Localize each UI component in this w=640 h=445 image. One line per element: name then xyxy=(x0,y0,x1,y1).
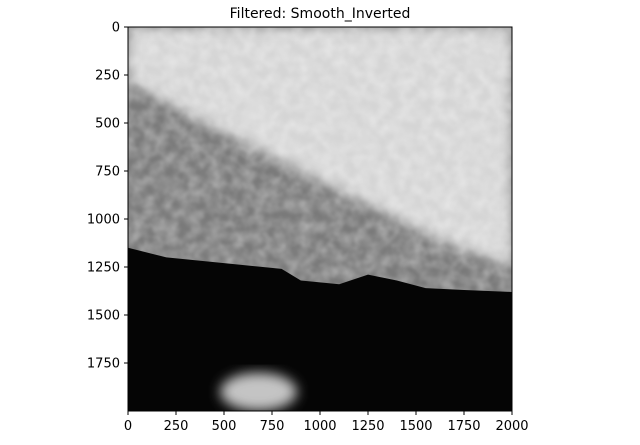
y-tick-label: 1250 xyxy=(87,261,120,276)
x-axis: 0 250 500 750 1000 1250 1500 1750 2000 xyxy=(124,411,529,434)
x-tick-label: 500 xyxy=(212,419,237,434)
y-tick-label: 1500 xyxy=(87,309,120,324)
bottom-bright-blob xyxy=(220,372,297,411)
y-tick-label: 500 xyxy=(95,117,120,132)
chart-title: Filtered: Smooth_Inverted xyxy=(230,6,411,22)
y-axis: 0 250 500 750 1000 1250 1500 1750 xyxy=(87,21,128,372)
y-tick-label: 250 xyxy=(95,69,120,84)
x-tick-label: 1250 xyxy=(351,419,384,434)
x-tick-label: 0 xyxy=(124,419,132,434)
x-tick-label: 2000 xyxy=(495,419,528,434)
y-tick-label: 1000 xyxy=(87,213,120,228)
x-tick-label: 250 xyxy=(164,419,189,434)
dark-region xyxy=(128,247,512,411)
x-tick-label: 750 xyxy=(260,419,285,434)
x-tick-label: 1750 xyxy=(447,419,480,434)
y-tick-label: 750 xyxy=(95,165,120,180)
plot-area xyxy=(128,27,512,411)
y-tick-label: 0 xyxy=(112,21,120,36)
y-tick-label: 1750 xyxy=(87,357,120,372)
x-tick-label: 1500 xyxy=(399,419,432,434)
x-tick-label: 1000 xyxy=(303,419,336,434)
